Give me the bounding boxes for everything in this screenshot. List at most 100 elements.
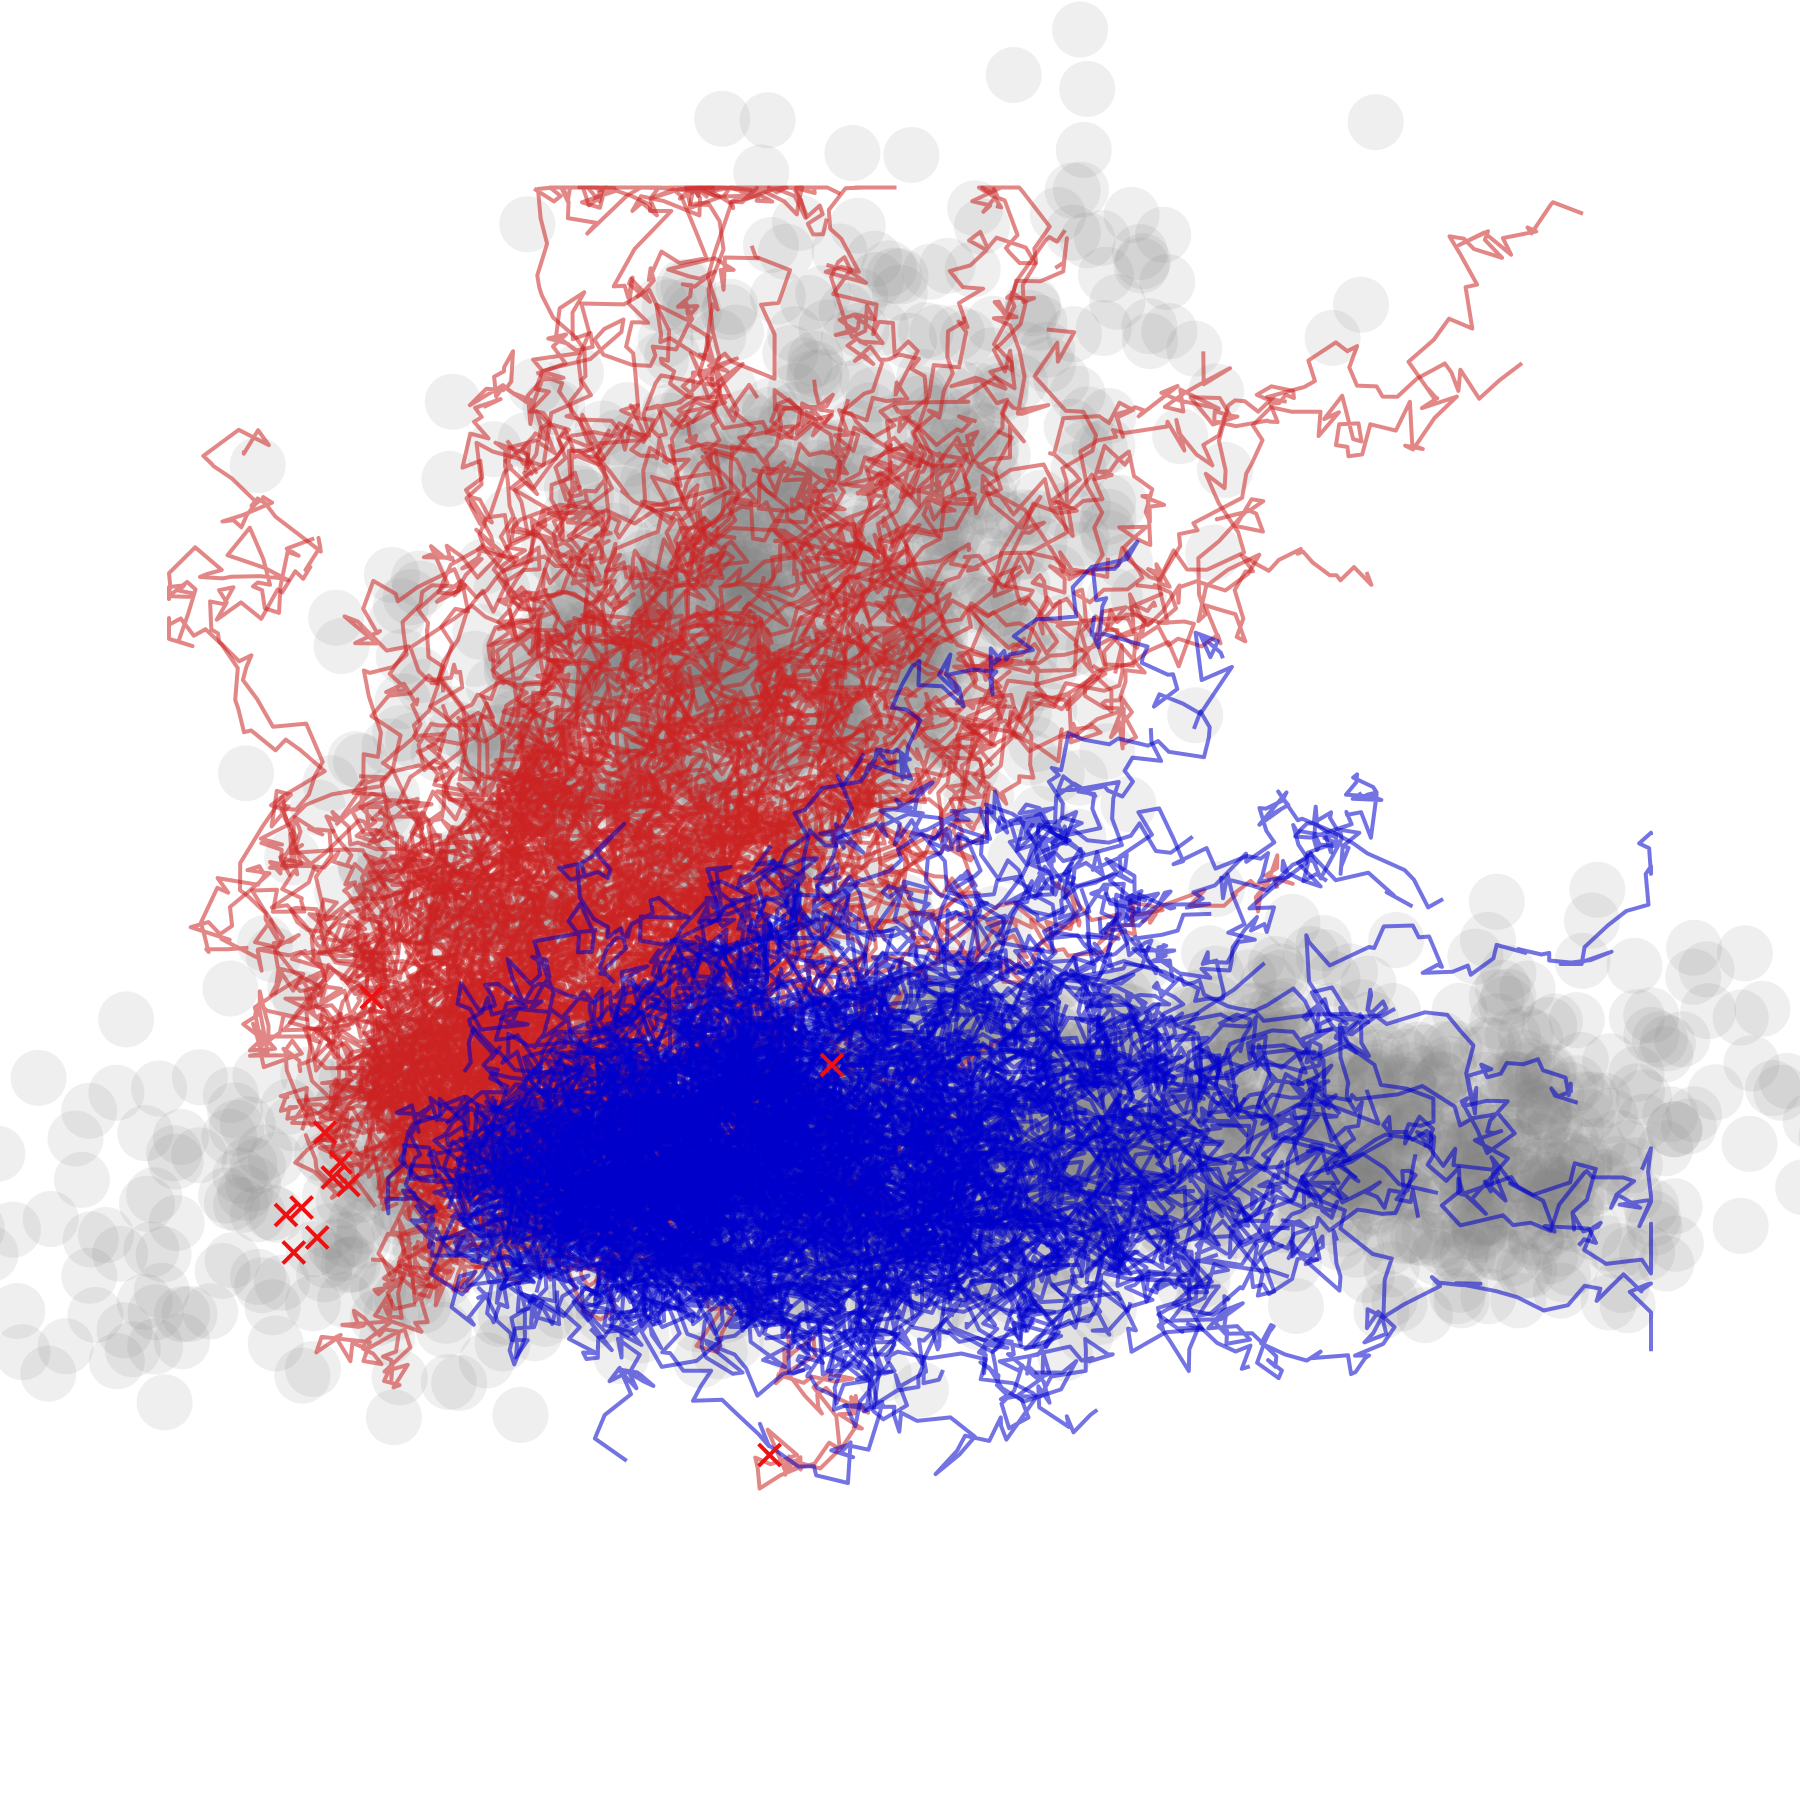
cloud-point — [1457, 1189, 1514, 1246]
cloud-point — [793, 348, 850, 405]
cloud-point — [1420, 1035, 1477, 1092]
cloud-point — [1248, 980, 1305, 1037]
cloud-point — [1552, 1032, 1609, 1088]
cloud-point — [53, 1151, 110, 1208]
cloud-point — [391, 560, 448, 617]
cloud-point — [776, 337, 833, 394]
cloud-point — [1059, 212, 1116, 269]
cloud-point — [1608, 989, 1665, 1046]
cloud-point — [284, 1275, 341, 1332]
cloud-point — [0, 1201, 41, 1258]
cloud-point — [798, 299, 855, 356]
cloud-point — [313, 1225, 370, 1282]
cloud-point — [1543, 1115, 1600, 1172]
cloud-point — [1139, 254, 1196, 310]
cloud-point — [1487, 1051, 1544, 1108]
cloud-point — [418, 1287, 475, 1344]
cloud-point — [1460, 1133, 1517, 1190]
cloud-point — [98, 991, 155, 1048]
cloud-point — [1753, 1064, 1800, 1121]
cloud-point — [253, 1254, 310, 1311]
cloud-point — [213, 1177, 269, 1234]
cloud-point — [872, 248, 929, 305]
cloud-point — [1606, 937, 1663, 994]
cloud-point — [236, 1124, 293, 1181]
cloud-point — [1335, 1167, 1391, 1224]
cloud-point — [203, 1174, 260, 1231]
cloud-point — [1394, 1210, 1451, 1267]
cloud-point — [1412, 1212, 1469, 1269]
cloud-point — [1721, 1115, 1778, 1172]
cloud-point — [1775, 1159, 1800, 1216]
cloud-point — [146, 1125, 202, 1182]
cloud-point — [1660, 1098, 1717, 1155]
cloud-point — [1033, 351, 1090, 408]
cloud-point — [1637, 1026, 1694, 1083]
cloud-point — [767, 306, 823, 363]
cloud-point — [20, 1345, 77, 1402]
cloud-point — [1608, 1045, 1665, 1102]
cloud-point — [154, 1286, 211, 1343]
cloud-point — [1543, 1132, 1600, 1189]
cloud-point — [1401, 1203, 1458, 1260]
cloud-point — [88, 1064, 145, 1121]
cloud-point — [1666, 919, 1723, 976]
cloud-point — [1582, 1033, 1639, 1090]
cloud-point — [1338, 1246, 1395, 1303]
cloud-point — [1631, 1011, 1688, 1068]
cloud-point — [1361, 1271, 1418, 1327]
cloud-point — [391, 550, 447, 607]
cloud-point — [1074, 209, 1130, 266]
cloud-point — [1075, 300, 1132, 356]
cloud-point — [152, 1109, 209, 1165]
cloud-point — [1596, 1142, 1653, 1199]
cloud-point — [225, 1155, 282, 1212]
cloud-point — [1362, 1218, 1419, 1275]
cloud-point — [37, 1318, 94, 1375]
cloud-point — [202, 960, 259, 1017]
cloud-point — [1228, 932, 1285, 989]
cloud-point — [1569, 861, 1626, 918]
cloud-point — [148, 1195, 205, 1251]
cloud-point — [866, 247, 922, 304]
cloud-point — [1497, 1042, 1554, 1099]
cloud-point — [1378, 1028, 1435, 1085]
cloud-point — [204, 1232, 261, 1289]
cloud-point — [1469, 993, 1526, 1050]
cloud-point — [1468, 1224, 1524, 1281]
cloud-point — [1451, 1206, 1508, 1263]
cloud-point — [1252, 988, 1309, 1044]
cloud-point — [161, 1285, 218, 1342]
cloud-point — [1716, 925, 1773, 982]
cloud-point — [202, 1066, 259, 1123]
cloud-point — [1121, 298, 1178, 355]
cloud-point — [1548, 1100, 1605, 1157]
cloud-point — [1431, 1228, 1488, 1285]
cloud-point — [1383, 1042, 1440, 1099]
cloud-point — [1646, 1101, 1703, 1158]
cloud-point — [1141, 303, 1198, 360]
cloud-point — [207, 1082, 263, 1139]
cloud-point — [1247, 936, 1304, 992]
cloud-point — [1421, 1191, 1478, 1248]
cloud-point — [1563, 1071, 1620, 1128]
cloud-point — [1463, 1217, 1520, 1274]
cloud-point — [1365, 1136, 1422, 1193]
cloud-point — [194, 1242, 251, 1299]
cloud-point — [1344, 1049, 1400, 1106]
cloud-point — [336, 1198, 393, 1255]
cloud-point — [365, 1389, 422, 1446]
cloud-point — [1490, 1272, 1547, 1329]
cloud-point — [1266, 1235, 1322, 1292]
cloud-point — [219, 1096, 276, 1153]
cloud-point — [1059, 61, 1116, 117]
cloud-point — [1347, 94, 1404, 151]
cloud-point — [1582, 1087, 1639, 1144]
cloud-point — [327, 731, 384, 788]
cloud-point — [787, 330, 844, 387]
cloud-point — [1113, 237, 1170, 294]
cloud-point — [962, 426, 1019, 483]
cloud-point — [1511, 1113, 1568, 1170]
